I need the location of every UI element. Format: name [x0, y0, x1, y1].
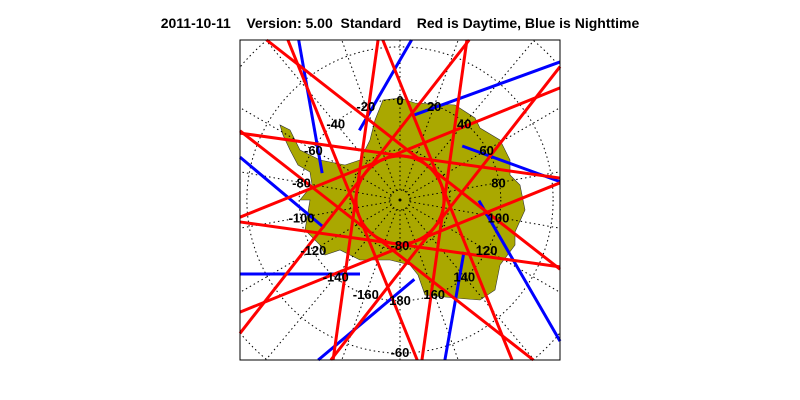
day-track — [265, 38, 561, 271]
latitude-label: -60 — [391, 345, 410, 360]
longitude-label: 120 — [476, 243, 498, 258]
longitude-label: 20 — [427, 99, 441, 114]
day-track — [329, 65, 562, 361]
latitude-circle — [533, 40, 560, 67]
day-track — [286, 39, 419, 361]
day-track — [239, 181, 561, 314]
longitude-label: -60 — [304, 143, 323, 158]
satellite-tracks — [238, 38, 562, 362]
latitude-circle — [298, 98, 502, 302]
longitude-label: -40 — [326, 116, 345, 131]
title-date: 2011-10-11 — [160, 15, 231, 31]
longitude-label: -100 — [289, 210, 315, 225]
latitude-circle — [246, 46, 554, 354]
longitude-label: -160 — [353, 287, 379, 302]
title-version: Version: 5.00 — [246, 15, 333, 31]
meridian-line — [265, 207, 394, 361]
longitude-label: 100 — [488, 210, 510, 225]
longitude-label: -80 — [292, 176, 311, 191]
day-track — [239, 129, 535, 362]
latitude-circle — [533, 333, 560, 360]
meridian-line — [239, 201, 391, 229]
meridian-line — [406, 39, 535, 193]
meridian-line — [409, 171, 561, 199]
latitude-label: -80 — [391, 238, 410, 253]
latitude-circle — [349, 149, 451, 251]
plot-title: 2011-10-11 Version: 5.00 Standard Red is… — [0, 15, 800, 31]
meridian-line — [409, 201, 561, 229]
south-pole-marker — [398, 198, 402, 202]
latitude-circle — [240, 40, 267, 67]
map-frame — [239, 39, 561, 361]
longitude-label: 140 — [453, 270, 475, 285]
night-track-segment — [477, 199, 562, 342]
longitude-label: 40 — [457, 116, 471, 131]
graticule — [239, 39, 561, 361]
longitude-label: 160 — [423, 287, 445, 302]
longitude-label: -140 — [323, 270, 349, 285]
longitude-label: 60 — [479, 143, 493, 158]
day-track-envelope — [354, 154, 446, 246]
meridian-line — [265, 39, 394, 193]
longitude-label: 80 — [491, 176, 505, 191]
day-track — [238, 39, 471, 335]
title-product: Standard — [340, 15, 402, 31]
day-track — [381, 39, 514, 361]
longitude-label: -20 — [356, 99, 375, 114]
antarctica-landmass — [279, 97, 526, 301]
night-track-segment — [297, 39, 324, 174]
title-legend: Red is Daytime, Blue is Nighttime — [416, 15, 640, 31]
longitude-label: 0 — [396, 93, 403, 108]
day-track — [239, 86, 561, 219]
night-track-segment — [411, 60, 561, 118]
longitude-label: 180 — [389, 293, 411, 308]
latitude-circle — [389, 189, 411, 211]
latitude-circle — [240, 333, 267, 360]
night-track-segment — [443, 251, 466, 361]
longitude-label: -120 — [300, 243, 326, 258]
meridian-line — [406, 207, 535, 361]
night-track-segment — [239, 155, 326, 230]
